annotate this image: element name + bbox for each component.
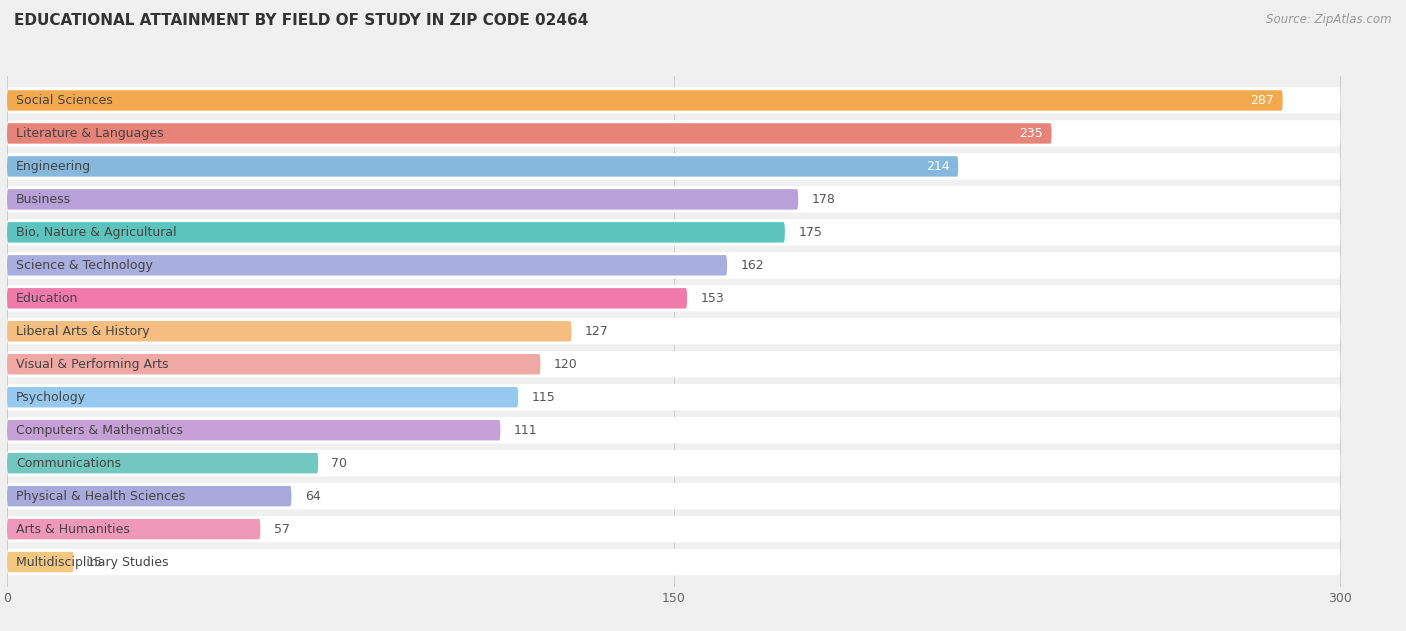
Text: Computers & Mathematics: Computers & Mathematics — [15, 423, 183, 437]
Text: Arts & Humanities: Arts & Humanities — [15, 522, 129, 536]
FancyBboxPatch shape — [7, 516, 1340, 542]
FancyBboxPatch shape — [7, 483, 1340, 509]
Text: 57: 57 — [274, 522, 290, 536]
Text: 70: 70 — [332, 457, 347, 469]
Text: Source: ZipAtlas.com: Source: ZipAtlas.com — [1267, 13, 1392, 26]
FancyBboxPatch shape — [7, 552, 73, 572]
FancyBboxPatch shape — [7, 519, 260, 540]
FancyBboxPatch shape — [7, 549, 1340, 575]
FancyBboxPatch shape — [7, 285, 1340, 312]
FancyBboxPatch shape — [7, 87, 1340, 114]
Text: 15: 15 — [87, 556, 103, 569]
Text: Communications: Communications — [15, 457, 121, 469]
Text: 120: 120 — [554, 358, 578, 371]
Text: Bio, Nature & Agricultural: Bio, Nature & Agricultural — [15, 226, 177, 239]
FancyBboxPatch shape — [7, 318, 1340, 345]
Text: 178: 178 — [811, 193, 835, 206]
FancyBboxPatch shape — [7, 453, 318, 473]
FancyBboxPatch shape — [7, 189, 799, 209]
Text: 162: 162 — [741, 259, 763, 272]
FancyBboxPatch shape — [7, 288, 688, 309]
Text: Social Sciences: Social Sciences — [15, 94, 112, 107]
FancyBboxPatch shape — [7, 121, 1340, 146]
Text: Engineering: Engineering — [15, 160, 91, 173]
Text: 175: 175 — [799, 226, 823, 239]
Text: Multidisciplinary Studies: Multidisciplinary Studies — [15, 556, 169, 569]
FancyBboxPatch shape — [7, 186, 1340, 213]
FancyBboxPatch shape — [7, 156, 959, 177]
Text: Business: Business — [15, 193, 72, 206]
Text: Education: Education — [15, 292, 79, 305]
Text: Physical & Health Sciences: Physical & Health Sciences — [15, 490, 186, 503]
FancyBboxPatch shape — [7, 252, 1340, 278]
Text: 153: 153 — [700, 292, 724, 305]
FancyBboxPatch shape — [7, 354, 540, 374]
Text: Liberal Arts & History: Liberal Arts & History — [15, 325, 149, 338]
Text: 287: 287 — [1250, 94, 1274, 107]
FancyBboxPatch shape — [7, 486, 291, 506]
Text: EDUCATIONAL ATTAINMENT BY FIELD OF STUDY IN ZIP CODE 02464: EDUCATIONAL ATTAINMENT BY FIELD OF STUDY… — [14, 13, 589, 28]
Text: 235: 235 — [1019, 127, 1043, 140]
Text: 115: 115 — [531, 391, 555, 404]
FancyBboxPatch shape — [7, 450, 1340, 476]
Text: 214: 214 — [925, 160, 949, 173]
FancyBboxPatch shape — [7, 222, 785, 242]
Text: Literature & Languages: Literature & Languages — [15, 127, 163, 140]
FancyBboxPatch shape — [7, 219, 1340, 245]
FancyBboxPatch shape — [7, 90, 1282, 110]
FancyBboxPatch shape — [7, 384, 1340, 410]
FancyBboxPatch shape — [7, 153, 1340, 180]
FancyBboxPatch shape — [7, 351, 1340, 377]
FancyBboxPatch shape — [7, 255, 727, 276]
Text: 111: 111 — [513, 423, 537, 437]
Text: 127: 127 — [585, 325, 609, 338]
FancyBboxPatch shape — [7, 387, 519, 408]
Text: 64: 64 — [305, 490, 321, 503]
FancyBboxPatch shape — [7, 420, 501, 440]
FancyBboxPatch shape — [7, 123, 1052, 144]
FancyBboxPatch shape — [7, 321, 571, 341]
Text: Science & Technology: Science & Technology — [15, 259, 153, 272]
Text: Visual & Performing Arts: Visual & Performing Arts — [15, 358, 169, 371]
FancyBboxPatch shape — [7, 417, 1340, 444]
Text: Psychology: Psychology — [15, 391, 86, 404]
